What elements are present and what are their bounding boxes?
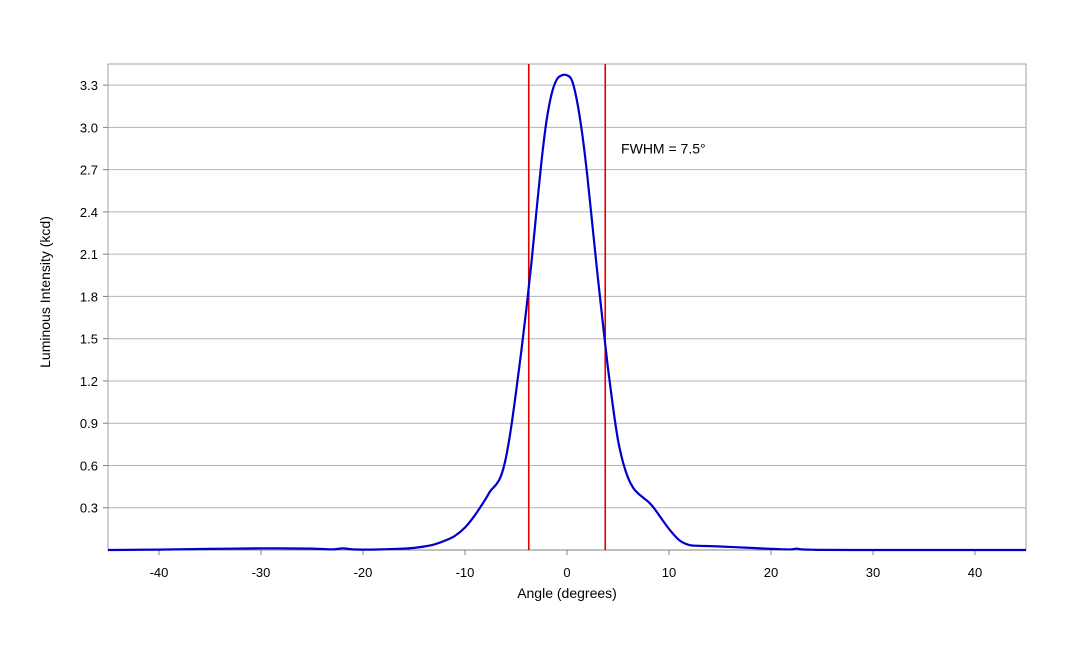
x-tick-label: 40 [968,565,982,580]
y-tick-label: 1.2 [80,374,98,389]
x-axis-label: Angle (degrees) [517,585,617,601]
y-tick-label: 0.9 [80,416,98,431]
y-tick-label: 1.8 [80,289,98,304]
y-tick-label: 0.3 [80,501,98,516]
y-axis-label: Luminous Intensity (kcd) [37,216,53,368]
y-tick-label: 2.1 [80,247,98,262]
x-tick-label: -40 [150,565,169,580]
y-tick-label: 2.4 [80,205,98,220]
x-axis-ticks: -40 -30 -20 -10 0 10 20 30 40 [150,550,982,580]
y-tick-label: 2.7 [80,163,98,178]
data-series [107,73,1026,552]
plot-area [107,63,1027,551]
x-tick-label: 0 [563,565,570,580]
y-axis-ticks: 0.3 0.6 0.9 1.2 1.5 1.8 2.1 2.4 2.7 3.0 3.3 [80,78,108,516]
y-tick-label: 0.6 [80,458,98,473]
y-tick-label: 3.0 [80,120,98,135]
x-tick-label: -30 [252,565,271,580]
x-tick-label: -10 [456,565,475,580]
y-tick-label: 3.3 [80,78,98,93]
fwhm-annotation: FWHM = 7.5° [621,141,706,157]
x-tick-label: 30 [866,565,880,580]
fwhm-lines [527,64,607,550]
x-tick-label: 10 [662,565,676,580]
annotations: FWHM = 7.5° [621,141,706,157]
x-tick-label: 20 [764,565,778,580]
intensity-curve [107,73,1026,552]
x-tick-label: -20 [354,565,373,580]
y-tick-label: 1.5 [80,332,98,347]
